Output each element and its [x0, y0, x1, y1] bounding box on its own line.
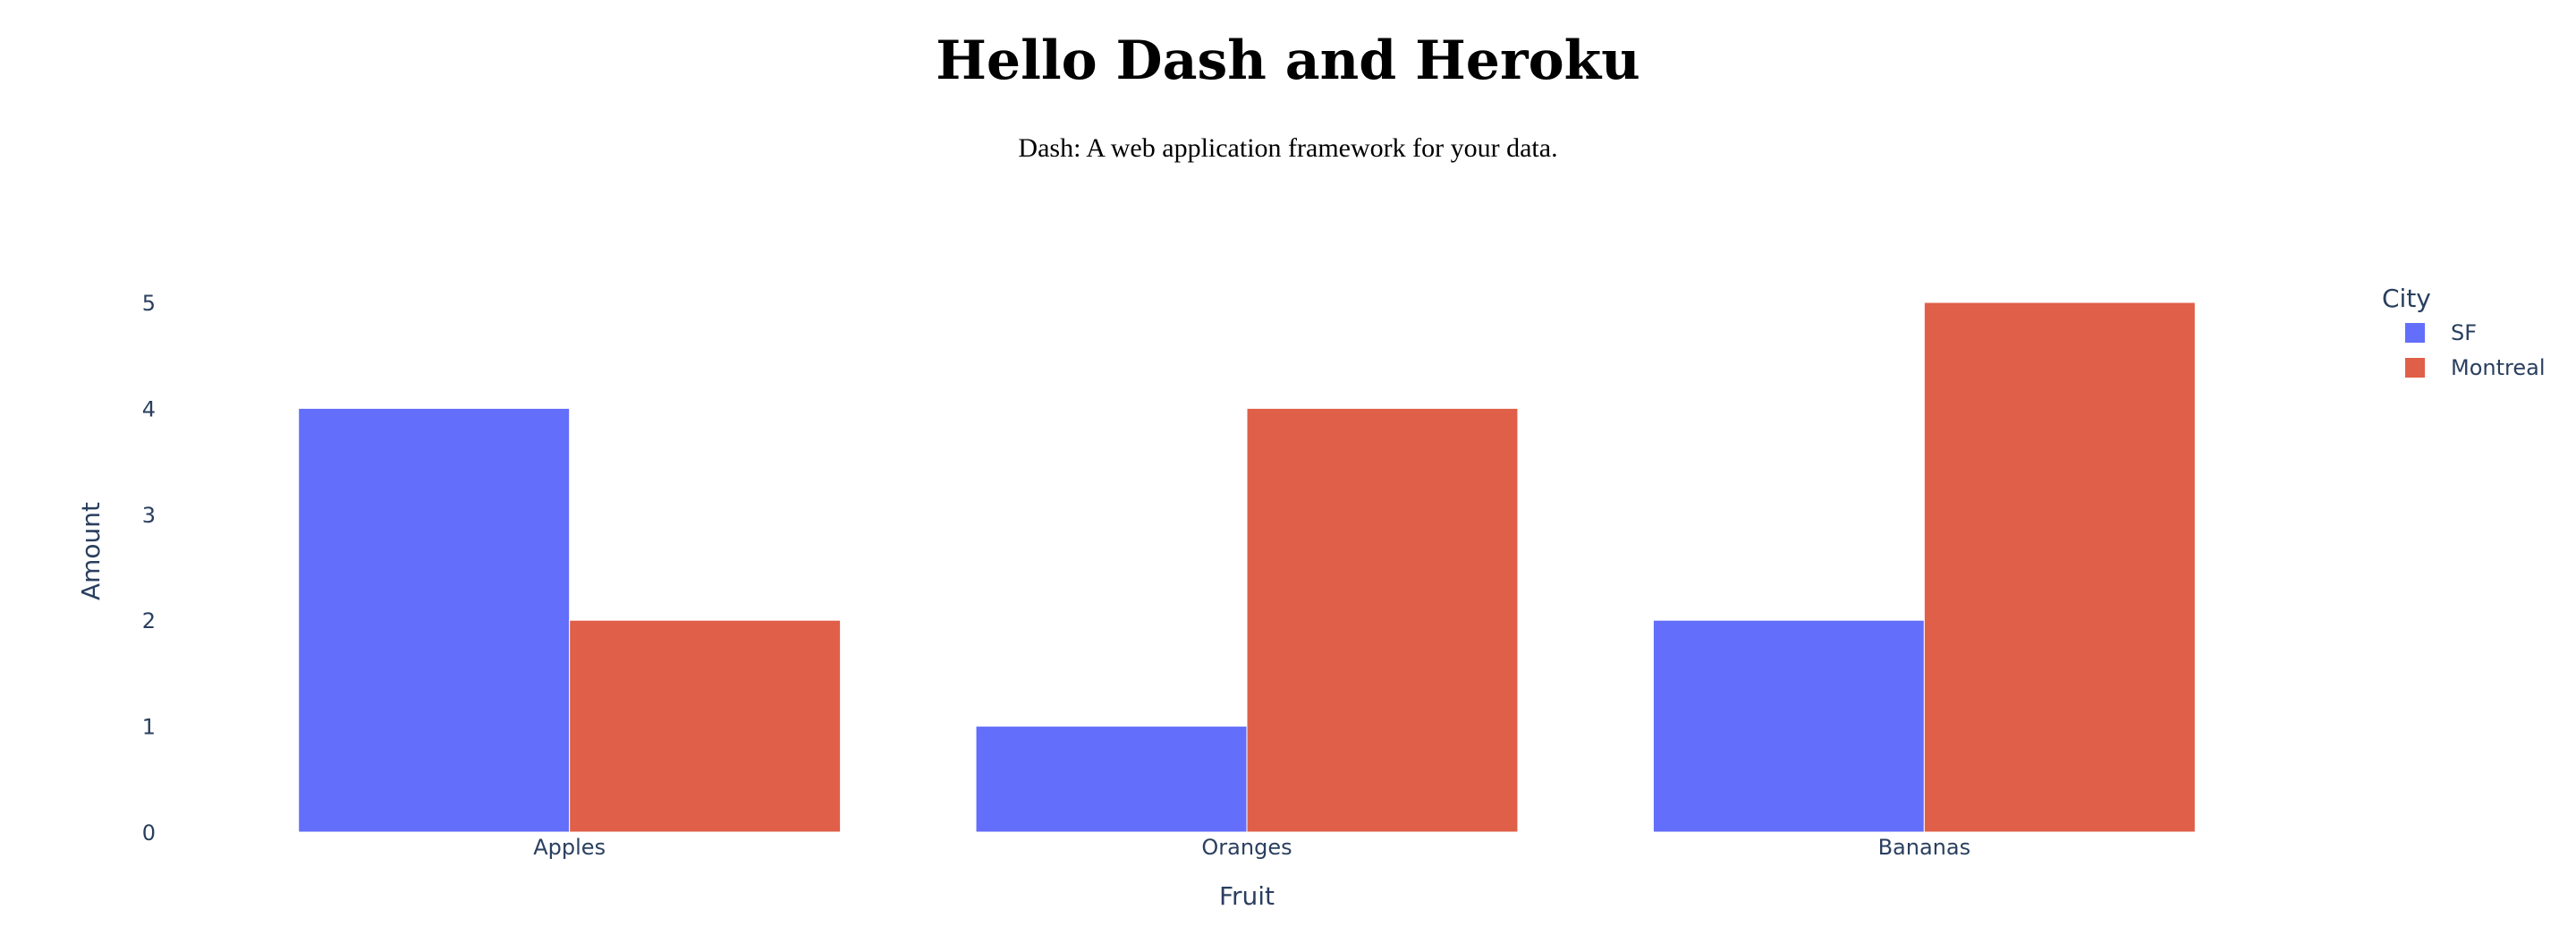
bar-montreal-bananas — [1923, 302, 2196, 833]
bar-sf-apples — [298, 407, 571, 833]
bar-montreal-oranges — [1246, 407, 1519, 833]
x-tick-label: Oranges — [1201, 835, 1292, 860]
x-axis-ticks: Apples Oranges Bananas — [533, 835, 1970, 860]
legend-title: City — [2382, 284, 2431, 313]
y-tick-label: 5 — [142, 291, 156, 316]
legend-label-sf: SF — [2451, 320, 2477, 345]
bar-sf-bananas — [1652, 619, 1925, 833]
x-tick-label: Apples — [533, 835, 606, 860]
y-tick-label: 1 — [142, 715, 156, 740]
y-tick-label: 3 — [142, 503, 156, 528]
y-tick-label: 4 — [142, 396, 156, 421]
bar-sf-oranges — [975, 726, 1248, 833]
bars — [298, 302, 2196, 833]
page-subtitle: Dash: A web application framework for yo… — [1018, 133, 1558, 163]
y-tick-label: 0 — [142, 820, 156, 846]
legend: City SF Montreal — [2382, 284, 2546, 380]
legend-swatch-montreal — [2405, 358, 2425, 378]
page-title: Hello Dash and Heroku — [936, 30, 1640, 92]
y-axis-title: Amount — [76, 502, 106, 600]
x-axis-title: Fruit — [1219, 881, 1275, 911]
legend-label-montreal: Montreal — [2451, 355, 2546, 380]
y-axis-ticks: 0 1 2 3 4 5 — [142, 291, 156, 846]
x-tick-label: Bananas — [1878, 835, 1971, 860]
bar-montreal-apples — [569, 619, 842, 833]
legend-swatch-sf — [2405, 323, 2425, 343]
y-tick-label: 2 — [142, 608, 156, 633]
